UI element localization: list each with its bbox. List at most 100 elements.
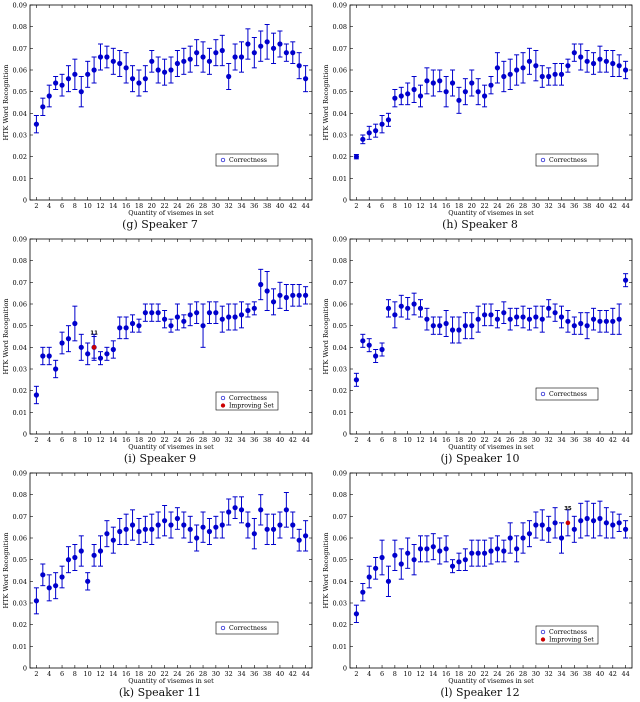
x-tick-label: 30 xyxy=(532,670,540,678)
data-point xyxy=(142,526,148,532)
data-point xyxy=(238,54,245,60)
x-tick-label: 4 xyxy=(367,202,371,210)
y-tick-label: 0.07 xyxy=(13,279,27,287)
data-point xyxy=(155,67,161,73)
data-point xyxy=(283,294,289,301)
data-point xyxy=(302,533,309,539)
data-point xyxy=(149,526,155,532)
x-tick-label: 34 xyxy=(557,670,565,678)
y-tick-label: 0 xyxy=(343,431,347,439)
x-tick-label: 44 xyxy=(301,436,309,444)
y-tick-label: 0 xyxy=(23,431,27,439)
data-point xyxy=(46,585,52,591)
x-tick-label: 24 xyxy=(173,202,181,210)
data-point xyxy=(40,353,46,359)
x-tick-label: 24 xyxy=(173,436,181,444)
x-tick-label: 12 xyxy=(416,436,424,444)
chart-speaker-7: 00.010.020.030.040.050.060.070.080.092 4 6… xyxy=(2,2,313,217)
panel-speaker-12: 0 0.01 0.02 0.03 0.04 0.05 0.06 0.07 0.08 0.09 2 4 6… xyxy=(320,468,640,702)
data-point xyxy=(226,73,232,80)
x-tick-label: 12 xyxy=(96,202,104,210)
data-point xyxy=(174,60,181,67)
data-point xyxy=(578,320,584,327)
data-point xyxy=(168,522,174,528)
data-point xyxy=(40,572,46,578)
y-tick-label: 0.06 xyxy=(13,301,27,309)
x-tick-label: 10 xyxy=(404,202,412,210)
point-annotation: 11 xyxy=(90,330,98,336)
data-point xyxy=(584,515,590,522)
y-tick-label: 0 xyxy=(343,197,347,205)
y-tick-label: 0.09 xyxy=(13,236,27,244)
data-point xyxy=(258,43,264,49)
data-point xyxy=(584,58,590,64)
x-tick-label: 38 xyxy=(263,436,271,444)
data-point xyxy=(33,392,40,398)
x-tick-label: 28 xyxy=(519,436,527,444)
x-tick-label: 4 xyxy=(367,670,371,678)
x-tick-label: 34 xyxy=(557,436,565,444)
x-tick-label: 38 xyxy=(583,202,591,210)
data-point xyxy=(533,63,539,69)
legend-marker xyxy=(220,157,226,163)
data-point xyxy=(379,121,385,127)
data-point xyxy=(539,73,545,80)
data-point xyxy=(110,537,116,543)
data-point xyxy=(226,314,232,320)
x-tick-label: 38 xyxy=(263,670,271,678)
y-tick-label: 0.07 xyxy=(13,513,27,521)
data-point xyxy=(104,531,110,537)
x-axis-label: Quantity of visemes in set xyxy=(448,677,534,685)
data-point xyxy=(290,292,296,298)
y-tick-label: 0.06 xyxy=(13,67,27,75)
data-point xyxy=(213,524,219,530)
data-point xyxy=(251,531,257,537)
x-tick-label: 32 xyxy=(545,436,553,444)
data-point xyxy=(469,323,475,329)
data-point xyxy=(558,535,565,541)
y-tick-label: 0.04 xyxy=(13,110,27,118)
data-point xyxy=(546,73,552,80)
x-tick-label: 38 xyxy=(263,202,271,210)
data-point xyxy=(360,589,366,595)
data-point xyxy=(417,305,424,311)
x-tick-label: 6 xyxy=(380,436,384,444)
legend-box xyxy=(215,621,279,635)
data-point xyxy=(552,520,558,526)
data-point xyxy=(430,80,436,86)
x-tick-label: 20 xyxy=(148,670,156,678)
y-tick-label: 0.09 xyxy=(333,236,347,244)
y-tick-label: 0.09 xyxy=(333,470,347,478)
data-point xyxy=(123,325,129,331)
data-point xyxy=(449,327,456,333)
data-point xyxy=(33,121,40,127)
data-point xyxy=(85,351,91,357)
data-point xyxy=(571,526,577,532)
data-point xyxy=(129,320,136,327)
data-point xyxy=(97,355,104,361)
x-tick-label: 40 xyxy=(596,436,604,444)
data-point xyxy=(251,305,257,311)
x-tick-label: 24 xyxy=(493,670,501,678)
y-tick-label: 0.09 xyxy=(13,470,27,478)
data-point xyxy=(379,346,385,353)
data-point xyxy=(385,117,392,123)
x-tick-label: 42 xyxy=(609,436,617,444)
data-point xyxy=(219,47,225,54)
data-point xyxy=(296,63,302,69)
x-tick-label: 26 xyxy=(506,202,514,210)
data-point xyxy=(462,557,468,563)
y-tick-label: 0.07 xyxy=(333,279,347,287)
data-point xyxy=(475,316,481,322)
data-point xyxy=(200,54,206,60)
data-point xyxy=(78,89,84,95)
data-point xyxy=(168,67,174,73)
legend-label: Correctness xyxy=(229,625,267,632)
caption-speaker-8: (h) Speaker 8 xyxy=(442,218,518,231)
data-point xyxy=(97,548,104,554)
data-point xyxy=(507,535,513,541)
data-point xyxy=(85,71,91,77)
x-tick-label: 26 xyxy=(506,436,514,444)
caption-speaker-7: (g) Speaker 7 xyxy=(122,218,198,231)
data-point xyxy=(558,314,565,320)
